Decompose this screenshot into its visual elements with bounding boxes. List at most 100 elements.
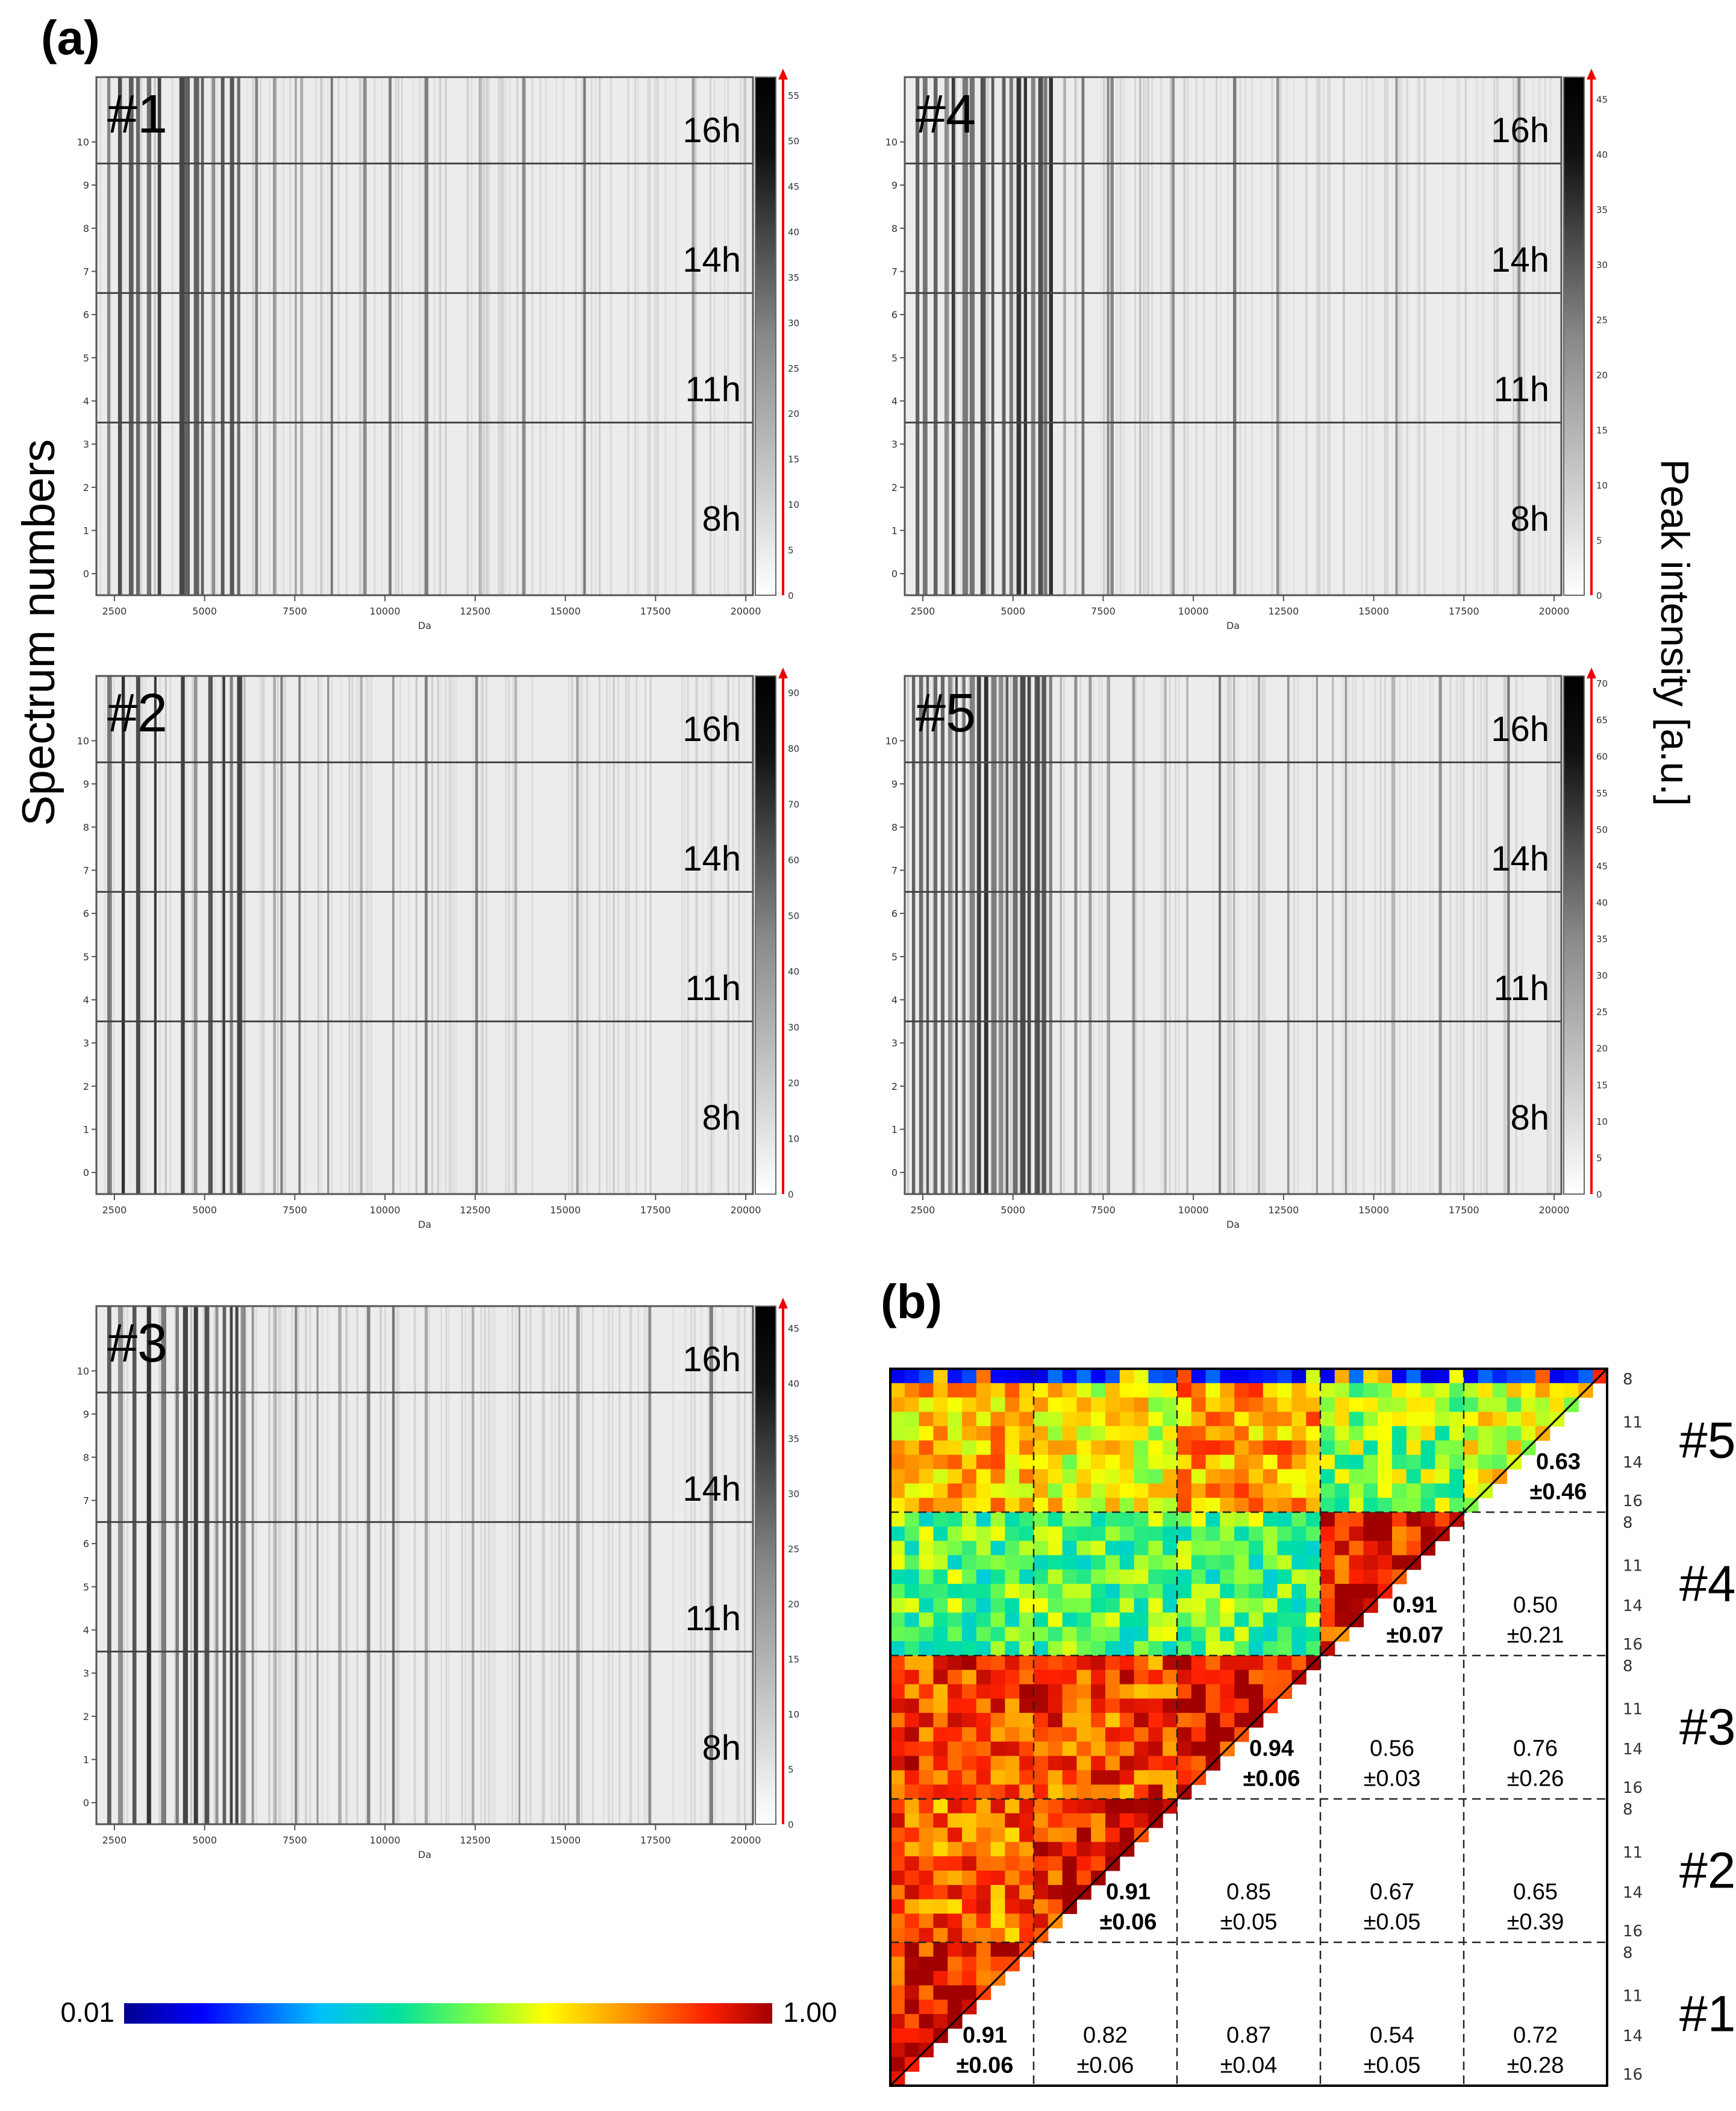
similarity-cell xyxy=(948,1656,963,1671)
similarity-cell xyxy=(1435,1412,1450,1427)
similarity-cell xyxy=(1005,1813,1020,1828)
similarity-cell xyxy=(933,1827,948,1842)
similarity-cell xyxy=(1005,1684,1020,1699)
peak-line xyxy=(522,77,526,595)
peak-line xyxy=(984,676,988,1194)
similarity-cell xyxy=(1249,1684,1264,1699)
similarity-cell xyxy=(1277,1469,1292,1484)
similarity-cell xyxy=(1464,1483,1479,1498)
colorbar-tick-label: 10 xyxy=(788,1709,799,1720)
similarity-cell xyxy=(890,1369,905,1384)
similarity-cell xyxy=(1019,1684,1034,1699)
x-tick-label: 2500 xyxy=(911,1204,935,1216)
similarity-cell xyxy=(1148,1383,1163,1398)
noise-line xyxy=(1135,676,1137,1194)
similarity-cell xyxy=(890,1440,905,1456)
similarity-cell xyxy=(919,1612,934,1627)
similarity-cell xyxy=(1019,1727,1034,1742)
x-axis-unit: Da xyxy=(418,620,431,631)
peak-line xyxy=(237,77,240,595)
noise-line xyxy=(190,1306,192,1824)
similarity-cell xyxy=(1062,1727,1077,1742)
similarity-cell xyxy=(1034,1899,1049,1914)
similarity-cell xyxy=(1392,1540,1407,1556)
similarity-cell xyxy=(1048,1512,1063,1527)
similarity-cell xyxy=(1163,1698,1178,1713)
similarity-cell xyxy=(1134,1483,1149,1498)
peak-line xyxy=(648,1306,652,1824)
noise-line xyxy=(1183,77,1185,595)
similarity-cell xyxy=(1249,1498,1264,1513)
similarity-cell xyxy=(1449,1440,1464,1456)
cell-mean: 0.91 xyxy=(1106,1880,1151,1905)
noise-line xyxy=(154,77,157,595)
similarity-cell xyxy=(1205,1383,1220,1398)
noise-line xyxy=(932,676,934,1194)
similarity-cell xyxy=(962,1454,977,1470)
similarity-cell xyxy=(1420,1498,1435,1513)
similarity-cell xyxy=(1105,1569,1120,1584)
similarity-cell xyxy=(1034,1741,1049,1757)
similarity-cell xyxy=(1034,1598,1049,1613)
x-tick-label: 5000 xyxy=(1001,605,1025,617)
similarity-cell xyxy=(919,1540,934,1556)
similarity-cell xyxy=(1420,1440,1435,1456)
noise-line xyxy=(1093,676,1094,1194)
similarity-cell xyxy=(919,1827,934,1842)
similarity-cell xyxy=(1062,1454,1077,1470)
y-tick-label: 8 xyxy=(83,1452,89,1463)
similarity-cell xyxy=(904,1512,920,1527)
similarity-cell xyxy=(1392,1498,1407,1513)
similarity-cell xyxy=(1306,1526,1321,1542)
similarity-cell xyxy=(1177,1569,1192,1584)
peak-line xyxy=(229,1306,233,1824)
similarity-cell xyxy=(933,1813,948,1828)
similarity-cell xyxy=(1062,1569,1077,1584)
similarity-cell xyxy=(1234,1598,1249,1613)
similarity-cell xyxy=(904,1526,920,1542)
similarity-cell xyxy=(1320,1454,1335,1470)
similarity-cell xyxy=(990,1454,1005,1470)
similarity-cell xyxy=(904,1426,920,1441)
noise-line xyxy=(1439,676,1441,1194)
similarity-cell xyxy=(904,1569,920,1584)
similarity-cell xyxy=(919,1397,934,1412)
similarity-cell xyxy=(919,1656,934,1671)
similarity-cell xyxy=(919,1899,934,1914)
noise-line xyxy=(369,676,370,1194)
noise-line xyxy=(109,77,111,595)
noise-line xyxy=(1151,77,1154,595)
similarity-cell xyxy=(1119,1412,1135,1427)
noise-line xyxy=(563,1306,565,1824)
similarity-cell xyxy=(1048,1584,1063,1599)
similarity-cell xyxy=(990,1842,1005,1857)
noise-line xyxy=(174,1306,176,1824)
similarity-cell xyxy=(1019,1871,1034,1886)
noise-line xyxy=(1546,676,1549,1194)
noise-line xyxy=(485,676,487,1194)
similarity-cell xyxy=(1134,1741,1149,1757)
noise-line xyxy=(154,77,156,595)
similarity-cell xyxy=(1420,1469,1435,1484)
similarity-cell xyxy=(976,1727,991,1742)
similarity-cell xyxy=(1005,1871,1020,1886)
similarity-cell xyxy=(1334,1598,1350,1613)
similarity-cell xyxy=(962,1842,977,1857)
similarity-cell xyxy=(904,1383,920,1398)
y-tick-label: 0 xyxy=(83,1167,89,1178)
similarity-cell xyxy=(948,1483,963,1498)
similarity-cell xyxy=(1105,1498,1120,1513)
peak-line xyxy=(193,676,198,1194)
similarity-cell xyxy=(933,1512,948,1527)
peak-line xyxy=(295,77,297,595)
similarity-cell xyxy=(976,1871,991,1886)
peak-line xyxy=(940,676,944,1194)
similarity-cell xyxy=(1148,1713,1163,1728)
similarity-cell xyxy=(1205,1741,1220,1757)
peak-line xyxy=(222,676,225,1194)
similarity-cell xyxy=(1076,1598,1091,1613)
peak-line xyxy=(1081,77,1085,595)
x-tick-label: 15000 xyxy=(550,605,581,617)
similarity-cell xyxy=(1119,1656,1135,1671)
similarity-cell xyxy=(990,1684,1005,1699)
